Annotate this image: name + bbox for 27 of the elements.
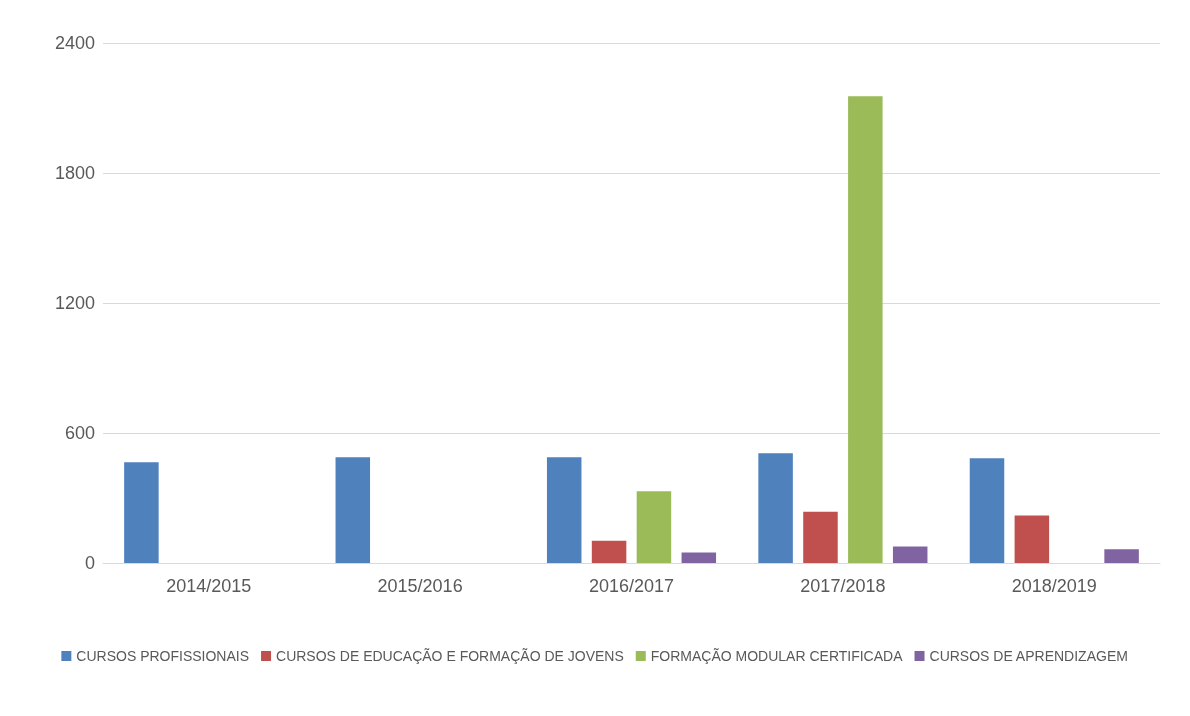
bar bbox=[892, 546, 928, 563]
bar bbox=[335, 457, 371, 563]
x-tick-label: 2017/2018 bbox=[800, 576, 886, 596]
bar bbox=[1014, 515, 1050, 563]
bar bbox=[848, 96, 883, 563]
legend-label: FORMAÇÃO MODULAR CERTIFICADA bbox=[650, 648, 904, 664]
legend-label: CURSOS DE APRENDIZAGEM bbox=[929, 648, 1128, 664]
bar bbox=[803, 511, 838, 563]
bar bbox=[591, 540, 627, 563]
x-tick-label: 2018/2019 bbox=[1011, 576, 1097, 596]
y-tick-label: 2400 bbox=[54, 33, 95, 53]
y-tick-label: 1800 bbox=[54, 163, 95, 183]
y-tick-label: 0 bbox=[84, 553, 95, 573]
bar bbox=[1104, 549, 1139, 563]
bar bbox=[969, 458, 1005, 563]
x-tick-label: 2016/2017 bbox=[588, 576, 675, 596]
bar bbox=[124, 462, 159, 563]
y-tick-label: 600 bbox=[64, 423, 95, 443]
bar bbox=[546, 457, 582, 563]
x-tick-label: 2014/2015 bbox=[166, 576, 252, 596]
y-tick-label: 1200 bbox=[54, 293, 95, 313]
bar bbox=[636, 491, 672, 563]
bar bbox=[681, 552, 717, 563]
legend-label: CURSOS PROFISSIONAIS bbox=[76, 648, 250, 664]
bar bbox=[758, 453, 793, 563]
x-tick-label: 2015/2016 bbox=[377, 576, 463, 596]
legend-label: CURSOS DE EDUCAÇÃO E FORMAÇÃO DE JOVENS bbox=[276, 648, 624, 664]
